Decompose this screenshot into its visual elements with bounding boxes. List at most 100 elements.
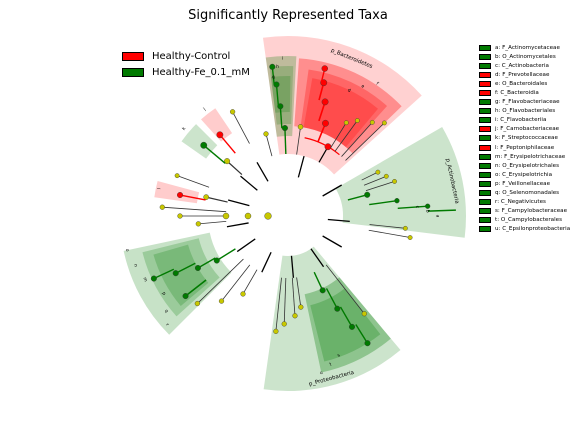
clade-branch (227, 199, 250, 207)
taxa-key-swatch (479, 80, 491, 87)
legend-swatch-control (122, 51, 144, 61)
taxon-key-letter: a (435, 215, 440, 218)
clade-branch (368, 229, 411, 238)
taxon-node (298, 304, 304, 310)
taxa-key-swatch (479, 144, 491, 151)
taxa-key-label: c: C_Actinobacteria (495, 62, 549, 69)
taxon-node (263, 131, 269, 137)
taxa-key-item: i: C_Flavobacteriia (479, 116, 570, 125)
legend-label-control: Healthy-Control (152, 50, 231, 62)
taxon-key-letter: t (329, 361, 333, 367)
taxa-key-label: m: F_Erysipelotrichaceae (495, 153, 566, 160)
taxa-key-swatch (479, 171, 491, 178)
taxa-key-item: g: F_Flavobacteriaceae (479, 98, 570, 107)
clade-branch (369, 224, 406, 229)
taxa-key-label: k: F_Streptococcaceae (495, 135, 558, 142)
taxa-key-swatch (479, 190, 491, 197)
taxa-key-swatch (479, 226, 491, 233)
taxon-node (281, 321, 287, 327)
taxa-key-list: a: F_Actinomycetaceae b: O_Actinomycetale… (479, 43, 570, 234)
taxa-key-item: c: C_Actinobacteria (479, 61, 570, 70)
taxa-key-item: r: C_Negativicutes (479, 198, 570, 207)
taxon-node (182, 293, 189, 300)
taxon-node (383, 173, 389, 179)
taxa-key-swatch (479, 108, 491, 115)
taxon-node (273, 328, 279, 334)
taxa-key-swatch (479, 71, 491, 78)
clade-branch (153, 268, 175, 280)
taxon-node (218, 298, 225, 304)
chart-title: Significantly Represented Taxa (188, 8, 388, 23)
clade-branch (198, 221, 227, 225)
taxon-node (230, 109, 236, 115)
taxon-key-letter: e (360, 84, 365, 90)
taxon-key-letter: i (282, 56, 283, 62)
clade-branch (232, 111, 250, 144)
legend-item-control: Healthy-Control (122, 48, 250, 64)
taxon-node (334, 305, 341, 312)
taxon-node (392, 178, 397, 184)
taxa-key-label: h: O_Flavobacteriales (495, 108, 556, 115)
clade-bg-actinobacteria (335, 127, 466, 238)
taxon-node (322, 119, 329, 127)
taxon-node (174, 173, 180, 179)
taxa-key-label: u: C_Epsilonproteobacteria (495, 226, 571, 233)
clade-branch (240, 175, 258, 191)
taxon-node (297, 124, 304, 130)
taxon-key-letter: b (424, 210, 430, 213)
clade-branch (242, 269, 258, 295)
clade-branch (275, 84, 280, 107)
taxa-key-label: o: C_Erysipelotrichia (495, 171, 553, 178)
taxon-node (354, 118, 360, 123)
clade-bg-proteobacteria (263, 246, 401, 391)
clade-branch (327, 218, 350, 223)
clade-bg-erysipelotrichales (142, 238, 220, 317)
taxon-node (224, 158, 231, 165)
taxon-node (177, 213, 183, 219)
clade-branch (363, 175, 387, 186)
taxa-key-swatch (479, 199, 491, 206)
taxa-key-item: h: O_Flavobacteriales (479, 107, 570, 116)
taxa-key-swatch (479, 217, 491, 224)
taxa-key-item: f: C_Bacteroidia (479, 88, 570, 97)
clade-branch (176, 175, 210, 188)
taxon-key-letter: f (375, 81, 380, 87)
clade-branch (347, 194, 368, 201)
taxa-key-label: s: F_Campylobacteraceae (495, 208, 568, 215)
taxon-key-letter: n (132, 264, 138, 268)
clade-bg-campylobacterales (310, 288, 381, 362)
clade-branch (216, 248, 236, 262)
taxon-key-letter: r (164, 322, 170, 328)
clade-branch (175, 262, 196, 274)
clade-branch (339, 306, 353, 328)
taxa-key-swatch (479, 99, 491, 106)
taxon-node (200, 141, 208, 149)
taxa-key-item: a: F_Actinomycetaceae (479, 43, 570, 52)
taxa-key-swatch (479, 53, 491, 60)
clade-branch (221, 264, 251, 302)
taxa-key-label: a: F_Actinomycetaceae (495, 44, 560, 51)
taxon-node (319, 287, 326, 294)
clade-branch (397, 205, 428, 210)
clade-branch (296, 126, 301, 155)
clade-branch (369, 199, 398, 206)
taxa-key-swatch (479, 208, 491, 215)
clade-bg-erysipelotrichia (123, 232, 232, 335)
taxon-node (369, 119, 375, 125)
clade-branch (291, 277, 296, 316)
taxon-node (177, 192, 184, 199)
legend-swatch-fe (122, 67, 144, 77)
legend-label-fe: Healthy-Fe_0.1_mM (152, 66, 250, 78)
taxa-key-label: i: C_Flavobacteriia (495, 117, 547, 124)
taxon-node (321, 98, 329, 106)
clade-branch (271, 66, 275, 85)
taxon-node (222, 212, 230, 220)
clade-branch (297, 155, 305, 178)
taxon-node (264, 212, 272, 220)
taxa-key-item: e: O_Bacteroidales (479, 79, 570, 88)
taxa-key-item: o: C_Erysipelotrichia (479, 170, 570, 179)
taxa-key-label: n: O_Erysipelotrichales (495, 162, 559, 169)
taxon-node (349, 323, 356, 330)
taxon-key-letter: k (181, 126, 188, 132)
